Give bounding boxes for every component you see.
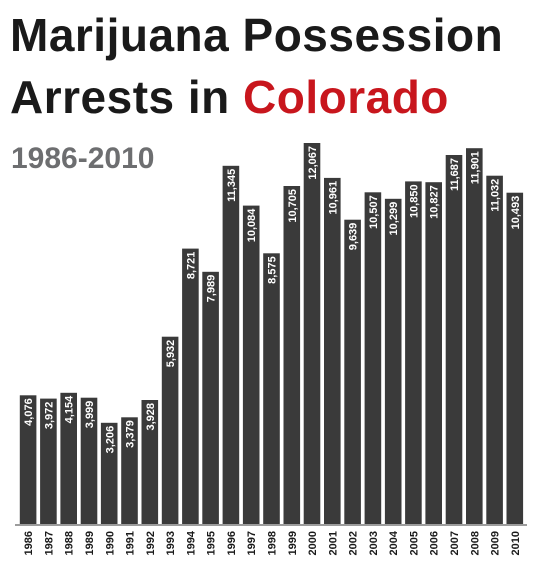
category-label-1986: 1986 [23,531,35,555]
bar-1990 [100,422,118,524]
value-label-1994: 8,721 [185,252,197,280]
bar-1993 [161,336,179,524]
category-label-1992: 1992 [145,531,157,555]
category-label-1998: 1998 [267,531,279,555]
bar-1992 [141,400,159,524]
category-label-1997: 1997 [246,531,258,555]
bar-2004 [384,198,402,525]
category-label-2005: 2005 [409,531,421,555]
category-label-2006: 2006 [429,531,441,555]
value-label-1997: 10,084 [246,208,258,243]
bar-1996 [222,165,240,525]
value-label-2000: 12,067 [307,146,319,180]
bar-1999 [283,186,301,524]
value-label-1988: 4,154 [64,395,76,423]
value-label-2010: 10,493 [510,196,522,230]
category-labels-group: 1986 1987 1988 1989 1990 1991 1992 1993 1994 1995… [23,530,522,555]
value-label-1991: 3,379 [125,420,137,448]
value-label-1993: 5,932 [165,340,177,368]
category-label-2010: 2010 [510,531,522,555]
category-label-2002: 2002 [348,531,360,555]
category-label-2008: 2008 [469,531,481,555]
category-label-1991: 1991 [125,531,137,555]
bar-2003 [364,192,382,525]
bar-2002 [344,219,361,524]
bar-2006 [425,182,442,524]
value-label-1987: 3,972 [43,402,55,430]
value-label-1990: 3,206 [104,426,116,454]
value-label-2001: 10,961 [327,181,339,215]
value-labels-group: 4,076 3,972 4,154 3,999 3,206 3,379 3,928 5,932… [23,146,522,453]
category-label-1996: 1996 [226,531,238,555]
category-label-1995: 1995 [206,531,218,555]
bar-2007 [445,155,463,524]
value-label-2005: 10,850 [409,184,421,218]
category-label-1990: 1990 [104,531,116,555]
category-label-2003: 2003 [368,531,380,555]
bar-2005 [405,181,422,524]
value-label-2003: 10,507 [368,195,380,229]
chart-title-line-2: Arrests in Colorado [10,72,449,122]
bar-2001 [324,177,341,524]
chart-title-accent: Colorado [243,71,449,123]
bar-1986 [19,395,37,524]
bar-1991 [121,417,138,524]
bar-1987 [40,398,57,524]
category-label-1994: 1994 [185,530,197,555]
value-label-1986: 4,076 [23,398,35,426]
value-label-1989: 3,999 [84,401,96,429]
bar-1997 [242,205,260,524]
bar-1995 [202,271,219,524]
bar-2009 [486,175,503,524]
category-label-2007: 2007 [449,531,461,555]
category-label-1989: 1989 [84,531,96,555]
category-label-2009: 2009 [490,531,502,555]
bar-1994 [182,248,199,524]
chart-title-prefix: Arrests in [10,71,244,123]
value-label-2009: 11,032 [490,179,502,212]
bar-1988 [60,392,77,524]
chart-title-line-1: Marijuana Possession [10,9,504,61]
value-label-1998: 8,575 [267,256,279,284]
category-label-1999: 1999 [287,531,299,555]
bar-2010 [506,192,524,524]
value-label-2008: 11,901 [469,151,481,184]
value-label-1999: 10,705 [287,189,299,223]
bar-1989 [80,397,98,524]
category-label-2000: 2000 [307,531,319,555]
value-label-1992: 3,928 [145,403,157,431]
value-label-2006: 10,827 [429,185,441,219]
bar-2000 [303,143,321,524]
category-label-2001: 2001 [327,531,339,555]
bars-group [19,143,524,525]
value-label-1996: 11,345 [226,169,238,202]
value-label-2007: 11,687 [449,158,461,191]
category-label-1987: 1987 [43,531,55,555]
category-label-1988: 1988 [64,531,76,555]
chart-subtitle: 1986-2010 [11,142,155,175]
bar-2008 [466,148,483,524]
value-label-1995: 7,989 [206,275,218,303]
value-label-2002: 9,639 [348,223,360,251]
category-label-2004: 2004 [388,530,400,555]
bar-1998 [263,253,280,525]
category-label-1993: 1993 [165,531,177,555]
value-label-2004: 10,299 [388,202,400,236]
